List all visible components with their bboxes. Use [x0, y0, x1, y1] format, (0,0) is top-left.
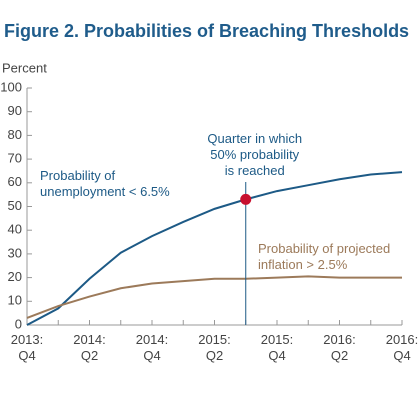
y-tick-label: 40 — [8, 222, 22, 237]
x-tick-label: 2015: Q2 — [198, 332, 231, 363]
y-tick-label: 0 — [15, 316, 22, 331]
y-tick-label: 10 — [8, 293, 22, 308]
y-tick-label: 50 — [8, 198, 22, 213]
y-axis-label: Percent — [2, 60, 47, 75]
y-tick-label: 60 — [8, 174, 22, 189]
series-line — [26, 275, 402, 319]
y-tick-label: 70 — [8, 151, 22, 166]
annotation-text: Quarter in which 50% probability is reache… — [207, 131, 302, 178]
y-tick-label: 100 — [0, 79, 22, 94]
x-tick-label: 2016: Q4 — [386, 332, 419, 363]
series-label: Probability of unemployment < 6.5% — [40, 168, 170, 199]
series-line — [26, 171, 403, 326]
y-tick-label: 20 — [8, 269, 22, 284]
y-tick-label: 80 — [8, 127, 22, 142]
y-tick-label: 90 — [8, 103, 22, 118]
highlight-point — [240, 193, 252, 205]
x-tick-label: 2016: Q2 — [323, 332, 356, 363]
chart-title: Figure 2. Probabilities of Breaching Thr… — [4, 21, 409, 41]
x-tick-label: 2014: Q2 — [73, 332, 106, 363]
x-tick-label: 2013: Q4 — [11, 332, 44, 363]
x-tick-label: 2015: Q4 — [261, 332, 294, 363]
series-label: Probability of projected inflation > 2.5% — [258, 241, 390, 272]
y-tick-label: 30 — [8, 245, 22, 260]
x-tick-label: 2014: Q4 — [136, 332, 169, 363]
